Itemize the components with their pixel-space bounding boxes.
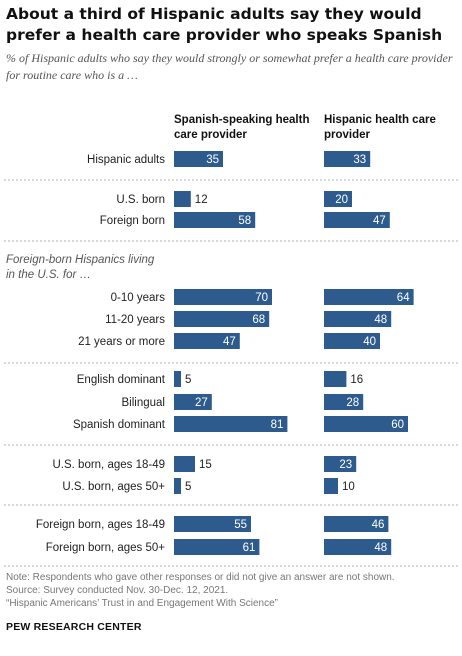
category-label-u-s-born: U.S. born <box>116 194 165 206</box>
bar-hispanic-bilingual <box>324 394 364 410</box>
bar-spanish-speaking-foreign-born-ages-18-49 <box>174 516 251 532</box>
bar-spanish-speaking-11-20-years <box>174 311 270 327</box>
bar-hispanic-u-s-born-ages-50 <box>324 478 338 494</box>
category-label-21-years-or-more: 21 years or more <box>78 336 165 348</box>
category-label-foreign-born: Foreign born <box>100 215 165 227</box>
data-label: 64 <box>397 292 410 304</box>
bar-hispanic-21-years-or-more <box>324 333 380 349</box>
data-label: 58 <box>238 215 251 227</box>
group-label: Foreign-born Hispanics living <box>6 254 155 266</box>
category-label-11-20-years: 11-20 years <box>105 314 165 326</box>
data-label: 61 <box>243 542 256 554</box>
category-label-english-dominant: English dominant <box>77 374 166 386</box>
data-label: 16 <box>350 374 363 386</box>
chart-subtitle: % of Hispanic adults who say they would … <box>6 51 453 82</box>
data-label: 55 <box>234 519 247 531</box>
chart-report-title: “Hispanic Americans’ Trust in and Engage… <box>6 598 278 609</box>
bar-spanish-speaking-bilingual <box>174 394 212 410</box>
bar-hispanic-foreign-born <box>324 212 390 228</box>
pew-logo: PEW RESEARCH CENTER <box>6 621 142 633</box>
bar-spanish-speaking-21-years-or-more <box>174 333 240 349</box>
data-label: 20 <box>335 194 348 206</box>
group-label: in the U.S. for … <box>6 269 91 281</box>
data-label: 81 <box>271 419 284 431</box>
bar-spanish-speaking-u-s-born <box>174 191 191 207</box>
chart-title: About a third of Hispanic adults say the… <box>6 5 443 44</box>
bar-spanish-speaking-u-s-born-ages-50 <box>174 478 181 494</box>
bar-hispanic-english-dominant <box>324 371 347 387</box>
data-label: 40 <box>363 336 376 348</box>
category-label-hispanic-adults: Hispanic adults <box>87 154 165 166</box>
category-label-foreign-born-ages-18-49: Foreign born, ages 18-49 <box>36 519 165 531</box>
bar-hispanic-0-10-years <box>324 289 414 305</box>
column-header-spanish-speaking: Spanish-speaking health care provider <box>174 114 310 141</box>
data-label: 12 <box>195 194 208 206</box>
category-label-u-s-born-ages-50: U.S. born, ages 50+ <box>62 481 165 493</box>
chart-source: Source: Survey conducted Nov. 30-Dec. 12… <box>6 585 229 596</box>
category-label-bilingual: Bilingual <box>122 397 165 409</box>
data-label: 5 <box>185 374 191 386</box>
data-label: 47 <box>373 215 386 227</box>
data-label: 48 <box>374 542 387 554</box>
bar-spanish-speaking-spanish-dominant <box>174 416 288 432</box>
data-label: 70 <box>255 292 268 304</box>
category-label-u-s-born-ages-18-49: U.S. born, ages 18-49 <box>52 459 165 471</box>
bar-hispanic-11-20-years <box>324 311 392 327</box>
bar-spanish-speaking-foreign-born-ages-50 <box>174 539 260 555</box>
data-label: 47 <box>223 336 236 348</box>
data-label: 23 <box>339 459 352 471</box>
bar-spanish-speaking-0-10-years <box>174 289 272 305</box>
bar-hispanic-spanish-dominant <box>324 416 408 432</box>
bar-spanish-speaking-u-s-born-ages-18-49 <box>174 456 195 472</box>
column-header-hispanic: Hispanic health care provider <box>324 114 436 141</box>
bar-hispanic-u-s-born-ages-18-49 <box>324 456 357 472</box>
chart-note: Note: Respondents who gave other respons… <box>6 572 395 583</box>
data-label: 33 <box>353 154 366 166</box>
category-label-foreign-born-ages-50: Foreign born, ages 50+ <box>46 542 166 554</box>
data-label: 5 <box>185 481 191 493</box>
bar-spanish-speaking-english-dominant <box>174 371 181 387</box>
data-label: 10 <box>342 481 355 493</box>
data-label: 48 <box>374 314 387 326</box>
data-label: 46 <box>372 519 385 531</box>
bar-spanish-speaking-hispanic-adults <box>174 151 223 167</box>
bar-spanish-speaking-foreign-born <box>174 212 256 228</box>
data-label: 35 <box>206 154 219 166</box>
bar-hispanic-hispanic-adults <box>324 151 371 167</box>
data-label: 28 <box>346 397 359 409</box>
category-label-spanish-dominant: Spanish dominant <box>73 419 166 431</box>
data-label: 27 <box>195 397 208 409</box>
data-label: 60 <box>391 419 404 431</box>
category-label-0-10-years: 0-10 years <box>111 292 166 304</box>
bar-hispanic-foreign-born-ages-50 <box>324 539 392 555</box>
data-label: 68 <box>252 314 265 326</box>
bar-hispanic-u-s-born <box>324 191 352 207</box>
bar-hispanic-foreign-born-ages-18-49 <box>324 516 389 532</box>
data-label: 15 <box>199 459 212 471</box>
